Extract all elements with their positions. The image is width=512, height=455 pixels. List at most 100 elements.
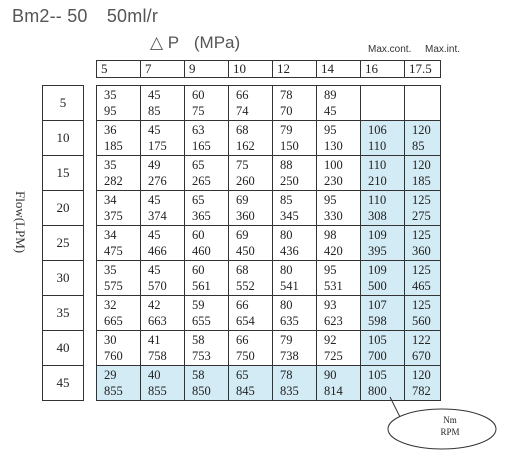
grid-row: 35 95 45 85 60 75 66 74 78 70 89 45 (96, 85, 441, 121)
torque-value: 85 (280, 193, 293, 207)
grid-cell: 45 466 (140, 225, 185, 261)
grid-cell: 29 855 (96, 365, 141, 401)
speed-value: 670 (412, 349, 431, 363)
delta-p-symbol: △ P (150, 33, 180, 52)
speed-value: 165 (192, 139, 211, 153)
torque-value: 69 (236, 228, 249, 242)
grid-cell: 66 750 (228, 330, 273, 366)
speed-value: 282 (104, 174, 123, 188)
grid-row: 35 282 49 276 65 265 75 260 88 250 100 230 110 210 120… (96, 155, 441, 191)
legend-speed: RPM (440, 427, 460, 437)
speed-value: 855 (104, 384, 123, 398)
torque-value: 125 (412, 228, 431, 242)
torque-value: 78 (280, 368, 293, 382)
grid-cell: 58 850 (184, 365, 229, 401)
torque-value: 66 (236, 333, 249, 347)
model-name: Bm2-- 50 (12, 6, 88, 26)
speed-value: 70 (280, 104, 293, 118)
speed-value: 835 (280, 384, 299, 398)
grid-cell: 95 130 (316, 120, 361, 156)
pressure-axis-title: △ P (MPa) (150, 33, 240, 53)
torque-value: 80 (280, 298, 293, 312)
speed-value: 541 (280, 279, 299, 293)
speed-value: 130 (324, 139, 343, 153)
grid-cell: 80 541 (272, 260, 317, 296)
grid-cell: 42 663 (140, 295, 185, 331)
speed-value: 162 (236, 139, 255, 153)
torque-value: 45 (148, 193, 161, 207)
performance-grid: 35 95 45 85 60 75 66 74 78 70 89 45 36 185 45 175 63 165 6… (96, 85, 441, 401)
speed-value: 560 (412, 314, 431, 328)
grid-cell: 41 758 (140, 330, 185, 366)
torque-value: 88 (280, 158, 293, 172)
torque-value: 66 (236, 298, 249, 312)
torque-value: 45 (148, 123, 161, 137)
torque-value: 125 (412, 298, 431, 312)
torque-value: 80 (280, 228, 293, 242)
grid-cell (360, 85, 405, 121)
speed-value: 531 (324, 279, 343, 293)
speed-value: 374 (148, 209, 167, 223)
torque-value: 68 (236, 123, 249, 137)
grid-cell: 125 465 (404, 260, 441, 296)
speed-value: 855 (148, 384, 167, 398)
pressure-cell: 10 (228, 60, 273, 78)
grid-cell: 120 782 (404, 365, 441, 401)
torque-value: 49 (148, 158, 161, 172)
flow-cell: 10 (42, 120, 84, 156)
speed-value: 265 (192, 174, 211, 188)
torque-value: 78 (280, 88, 293, 102)
torque-value: 80 (280, 263, 293, 277)
grid-cell: 36 185 (96, 120, 141, 156)
speed-value: 365 (192, 209, 211, 223)
grid-cell: 100 230 (316, 155, 361, 191)
torque-value: 58 (192, 368, 205, 382)
torque-value: 120 (412, 123, 431, 137)
torque-value: 107 (368, 298, 387, 312)
grid-cell: 125 360 (404, 225, 441, 261)
flow-column: 5 10 15 20 25 30 35 40 45 (42, 85, 84, 401)
pressure-cell: 12 (272, 60, 317, 78)
grid-cell: 34 375 (96, 190, 141, 226)
grid-cell: 65 265 (184, 155, 229, 191)
torque-value: 59 (192, 298, 205, 312)
speed-value: 700 (368, 349, 387, 363)
grid-cell: 66 654 (228, 295, 273, 331)
speed-value: 500 (368, 279, 387, 293)
torque-value: 105 (368, 368, 387, 382)
speed-value: 570 (148, 279, 167, 293)
grid-cell: 106 110 (360, 120, 405, 156)
grid-cell: 63 165 (184, 120, 229, 156)
torque-value: 105 (368, 333, 387, 347)
speed-value: 150 (280, 139, 299, 153)
torque-value: 95 (324, 263, 337, 277)
torque-value: 110 (368, 193, 387, 207)
speed-value: 345 (280, 209, 299, 223)
grid-cell: 110 308 (360, 190, 405, 226)
grid-row: 30 760 41 758 58 753 66 750 79 738 92 725 105 700 122 6… (96, 330, 441, 366)
grid-cell: 109 500 (360, 260, 405, 296)
torque-value: 42 (148, 298, 161, 312)
grid-cell: 95 531 (316, 260, 361, 296)
grid-cell: 90 814 (316, 365, 361, 401)
torque-value: 109 (368, 228, 387, 242)
torque-value: 93 (324, 298, 337, 312)
speed-value: 276 (148, 174, 167, 188)
torque-value: 125 (412, 263, 431, 277)
speed-value: 330 (324, 209, 343, 223)
grid-cell: 122 670 (404, 330, 441, 366)
torque-value: 30 (104, 333, 117, 347)
grid-cell: 68 552 (228, 260, 273, 296)
grid-cell: 45 175 (140, 120, 185, 156)
grid-cell: 98 420 (316, 225, 361, 261)
grid-cell: 35 95 (96, 85, 141, 121)
grid-cell: 125 560 (404, 295, 441, 331)
grid-row: 35 575 45 570 60 561 68 552 80 541 95 531 109 500 125 4… (96, 260, 441, 296)
speed-value: 760 (104, 349, 123, 363)
grid-cell: 45 570 (140, 260, 185, 296)
torque-value: 58 (192, 333, 205, 347)
torque-value: 65 (236, 368, 249, 382)
legend-text: Nm RPM (430, 414, 470, 438)
grid-cell: 75 260 (228, 155, 273, 191)
pressure-cell: 7 (140, 60, 185, 78)
